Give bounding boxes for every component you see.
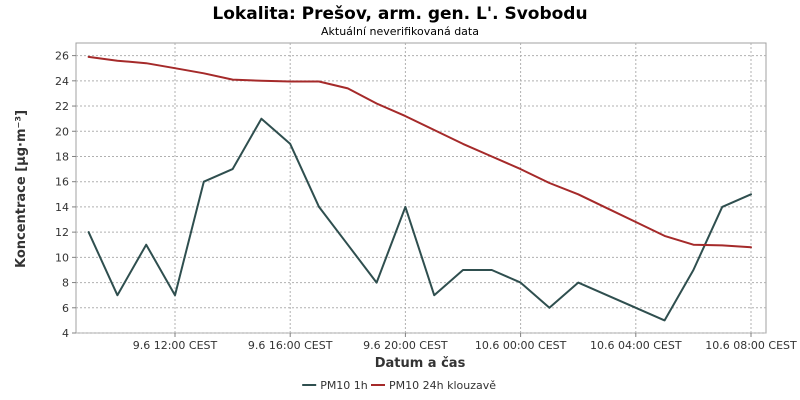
plot-area	[75, 42, 767, 334]
x-axis-ticks: 9.6 12:00 CEST 9.6 16:00 CEST 9.6 20:00 CE…	[133, 333, 797, 352]
legend: PM10 1h PM10 24h klouzavě	[302, 379, 496, 392]
y-tick-label: 4	[62, 327, 69, 340]
y-axis-label: Koncentrace [µg·m⁻³]	[14, 110, 29, 268]
y-tick-label: 18	[55, 150, 69, 163]
x-axis-label: Datum a čas	[375, 356, 466, 371]
y-tick-label: 24	[55, 75, 69, 88]
x-tick-label: 10.6 08:00 CEST	[705, 339, 797, 352]
legend-label: PM10 1h	[320, 379, 368, 392]
y-tick-label: 16	[55, 176, 69, 189]
y-tick-label: 8	[62, 277, 69, 290]
x-tick-label: 10.6 00:00 CEST	[475, 339, 567, 352]
y-tick-label: 12	[55, 226, 69, 239]
chart-title: Lokalita: Prešov, arm. gen. L'. Svobodu	[212, 4, 587, 24]
legend-label: PM10 24h klouzavě	[389, 379, 496, 392]
y-tick-label: 6	[62, 302, 69, 315]
series-line-pm10-1h	[87, 117, 752, 322]
y-tick-label: 10	[55, 251, 69, 264]
series-lines	[87, 55, 752, 322]
series-line-pm10-24h	[87, 55, 752, 249]
y-tick-label: 14	[55, 201, 69, 214]
y-tick-label: 22	[55, 100, 69, 113]
chart-subtitle: Aktuální neverifikovaná data	[321, 25, 479, 38]
x-tick-label: 9.6 20:00 CEST	[363, 339, 448, 352]
y-axis-ticks: 4 6 8 10 12 14 16 18 20 22 24 26	[55, 50, 76, 340]
y-tick-label: 26	[55, 50, 69, 63]
x-tick-label: 10.6 04:00 CEST	[590, 339, 682, 352]
plot-frame	[75, 42, 767, 334]
y-tick-label: 20	[55, 125, 69, 138]
x-tick-label: 9.6 16:00 CEST	[248, 339, 333, 352]
x-tick-label: 9.6 12:00 CEST	[133, 339, 218, 352]
